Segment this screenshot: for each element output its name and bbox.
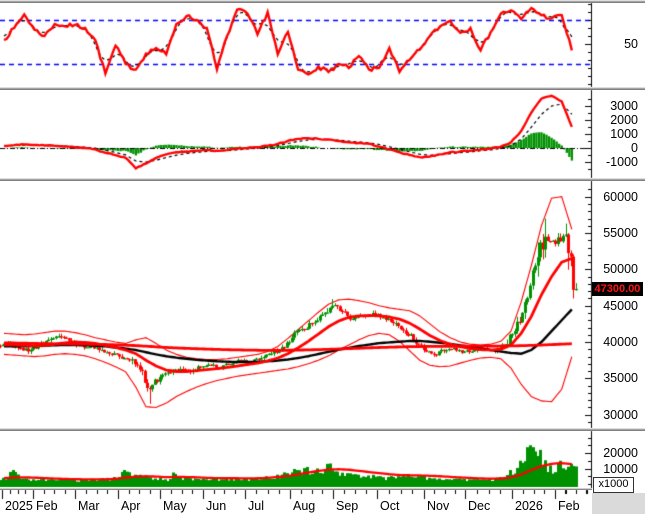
current-price-tag: 47300.00 <box>592 282 643 296</box>
panel-divider <box>0 428 645 431</box>
panel-divider <box>0 87 645 90</box>
panel-divider <box>0 0 645 3</box>
bottom-right-corner <box>592 493 645 514</box>
volume-unit-label: x1000 <box>593 477 634 493</box>
panel-divider <box>0 178 645 181</box>
current-price-value: 47300.00 <box>594 283 641 295</box>
panel-divider <box>0 488 592 490</box>
